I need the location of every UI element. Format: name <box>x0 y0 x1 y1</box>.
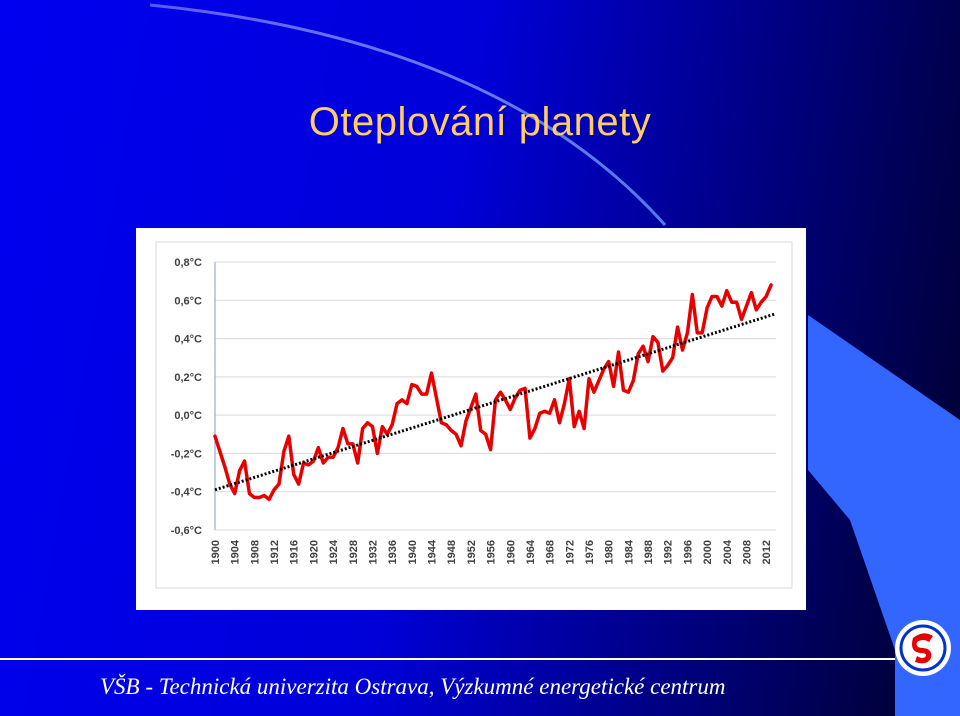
y-tick-label: 0,2°C <box>174 372 202 384</box>
x-tick-label: 1932 <box>367 540 379 564</box>
x-tick-label: 1924 <box>328 539 340 564</box>
y-tick-label: 0,8°C <box>174 257 202 269</box>
gridlines <box>215 261 776 531</box>
x-tick-label: 1920 <box>308 540 320 564</box>
x-tick-label: 1984 <box>623 539 635 564</box>
x-tick-label: 1928 <box>348 540 360 564</box>
x-tick-label: 1956 <box>486 540 498 564</box>
y-tick-label: 0,4°C <box>174 334 202 346</box>
x-tick-label: 1960 <box>505 540 517 564</box>
trend-line <box>214 312 777 492</box>
x-tick-label: 1988 <box>643 540 655 564</box>
x-tick-label: 1916 <box>289 540 301 564</box>
plot-area-border <box>155 241 793 589</box>
x-tick-label: 1944 <box>427 539 439 564</box>
x-tick-label: 1976 <box>584 540 596 564</box>
x-tick-label: 1940 <box>407 540 419 564</box>
y-tick-label: 0,6°C <box>174 295 202 307</box>
y-tick-label: -0,4°C <box>171 487 202 499</box>
x-tick-label: 1908 <box>249 540 261 564</box>
decorative-band <box>808 315 960 716</box>
slide-title: Oteplování planety <box>308 100 652 144</box>
x-tick-label: 2008 <box>741 540 753 564</box>
x-tick-label: 1996 <box>682 540 694 564</box>
footer-text: VŠB - Technická univerzita Ostrava, Výzk… <box>100 674 726 699</box>
x-tick-label: 1952 <box>466 540 478 564</box>
x-tick-label: 1900 <box>210 540 222 564</box>
series-layer <box>213 283 777 502</box>
x-tick-label: 1980 <box>604 540 616 564</box>
temperature-chart: 0,8°C 0,6°C 0,4°C 0,2°C 0,0°C -0,2°C -0,4°C -0,… <box>155 241 793 589</box>
temperature-series-line <box>213 283 773 502</box>
x-tick-label: 1948 <box>446 540 458 564</box>
x-tick-label: 1972 <box>564 540 576 564</box>
x-tick-label: 2000 <box>702 540 714 564</box>
x-tick-label: 1968 <box>545 540 557 564</box>
decorative-arc <box>149 3 667 226</box>
x-tick-labels: 1900 1904 1908 1912 1916 1920 1924 1928 1932 1936… <box>210 539 773 564</box>
x-tick-label: 1904 <box>230 539 242 564</box>
x-tick-label: 2004 <box>722 539 734 564</box>
x-tick-label: 1992 <box>663 540 675 564</box>
x-tick-label: 1912 <box>269 540 281 564</box>
x-tick-label: 2012 <box>761 540 773 564</box>
footer-divider <box>0 658 895 660</box>
y-tick-labels: 0,8°C 0,6°C 0,4°C 0,2°C 0,0°C -0,2°C -0,4°C -0,… <box>171 257 202 537</box>
y-tick-label: -0,2°C <box>171 448 202 460</box>
y-tick-label: 0,0°C <box>174 410 202 422</box>
chart-frame: 0,8°C 0,6°C 0,4°C 0,2°C 0,0°C -0,2°C -0,4°C -0,… <box>136 228 806 610</box>
x-tick-label: 1936 <box>387 540 399 564</box>
university-logo-icon <box>895 620 951 676</box>
y-tick-label: -0,6°C <box>171 525 202 537</box>
x-tick-label: 1964 <box>525 539 537 564</box>
